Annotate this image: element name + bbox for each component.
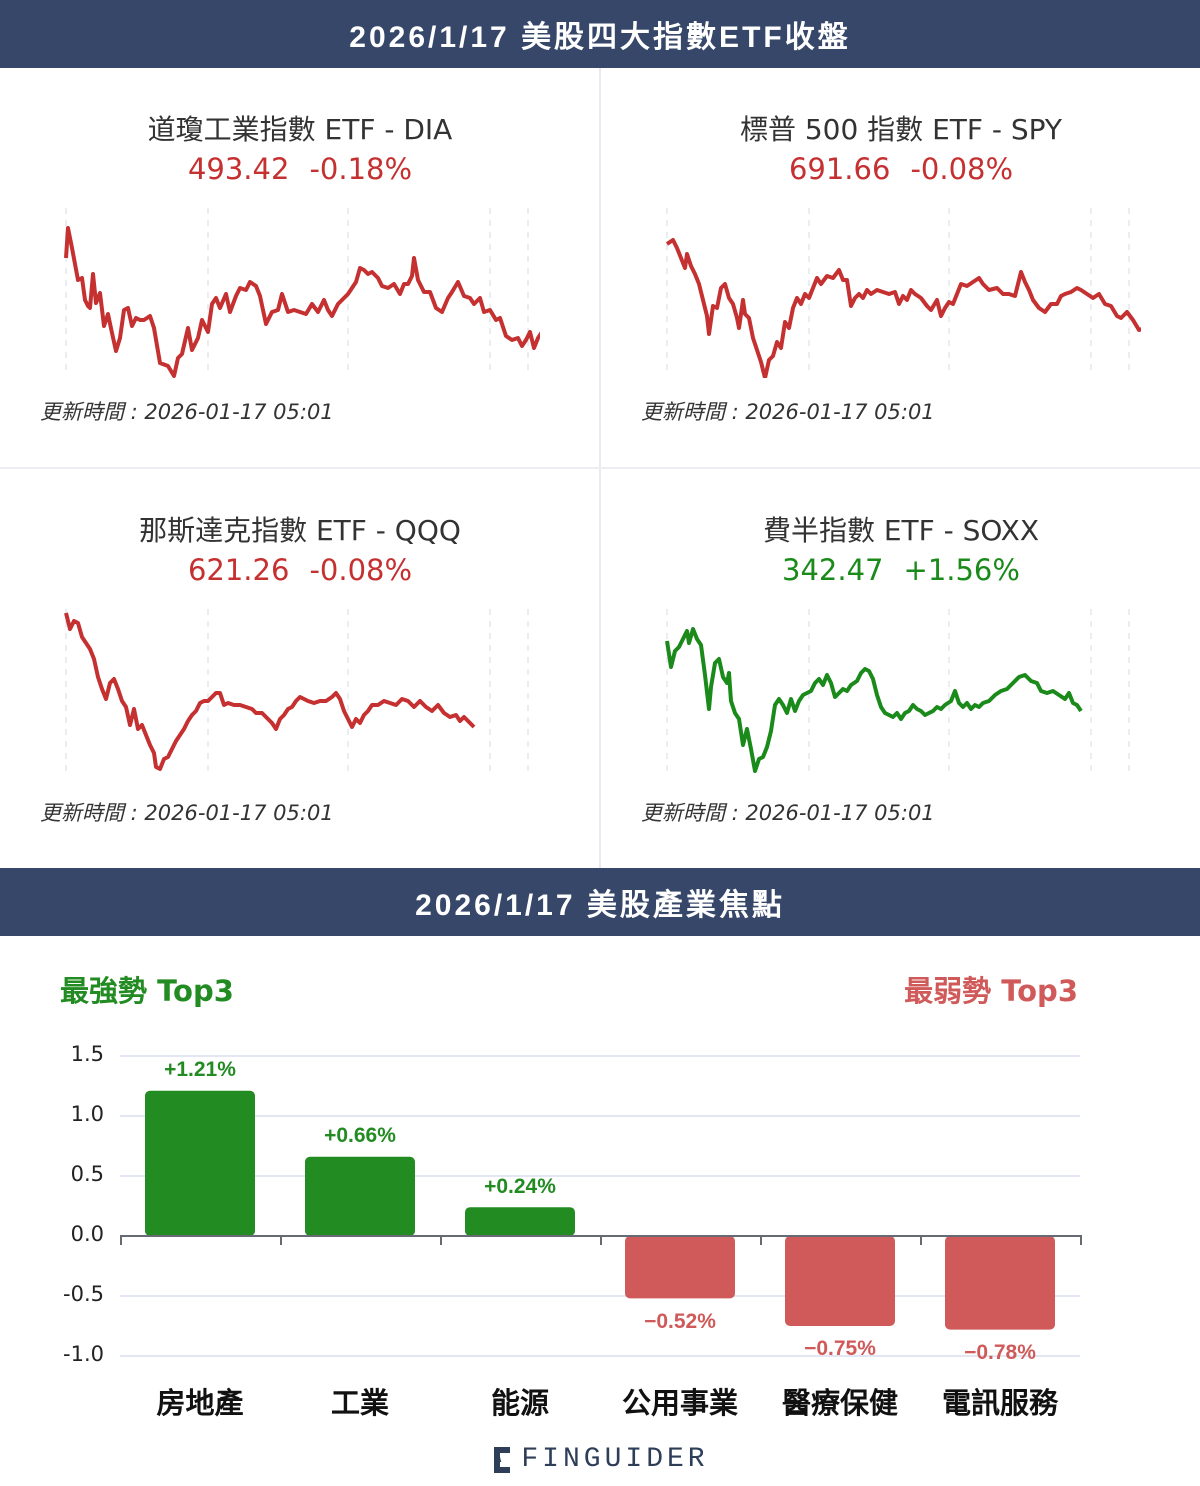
bar-value-label: +1.21% xyxy=(164,1058,236,1081)
finguider-logo-text: FINGUIDER xyxy=(521,1444,709,1475)
updated-time: 更新時間 : 2026-01-17 05:01 xyxy=(40,801,334,825)
bar-healthcare xyxy=(785,1236,895,1326)
etf-card-soxx: 費半指數 ETF - SOXX 342.47 +1.56% 更新時間 : 2026… xyxy=(601,469,1200,869)
bar-value-label: −0.52% xyxy=(644,1310,716,1333)
sparkline-chart-soxx xyxy=(665,609,1130,774)
etf-price: 621.26 xyxy=(187,553,290,587)
sparkline-chart-dia xyxy=(64,208,540,378)
etf-name: 那斯達克指數 ETF - QQQ xyxy=(139,514,461,547)
bar-utilities xyxy=(625,1236,735,1299)
etf-card-qqq: 那斯達克指數 ETF - QQQ 621.26 -0.08% 更新時間 : 202… xyxy=(0,469,600,869)
weakest-top3-label: 最弱勢 Top3 xyxy=(904,974,1078,1008)
x-label: 房地產 xyxy=(156,1386,244,1420)
etf-card-dia: 道瓊工業指數 ETF - DIA 493.42 -0.18% 更新時間 : 202… xyxy=(0,68,600,468)
sector-legend: 最強勢 Top3 最弱勢 Top3 xyxy=(0,968,1200,1018)
updated-time: 更新時間 : 2026-01-17 05:01 xyxy=(641,801,935,825)
y-tick: 0.0 xyxy=(70,1222,104,1246)
bar-value-label: +0.24% xyxy=(484,1175,556,1198)
bar-telecom xyxy=(945,1236,1055,1330)
updated-time: 更新時間 : 2026-01-17 05:01 xyxy=(40,400,334,424)
sparkline-chart-spy xyxy=(665,208,1141,378)
bar-industrials xyxy=(305,1156,415,1236)
y-tick: 0.5 xyxy=(70,1162,104,1186)
bar-value-label: −0.78% xyxy=(964,1341,1036,1364)
bar-real-estate xyxy=(145,1090,255,1236)
etf-price: 493.42 xyxy=(187,152,290,186)
strongest-top3-label: 最強勢 Top3 xyxy=(60,974,234,1008)
sector-focus-title: 2026/1/17 美股產業焦點 xyxy=(415,889,785,922)
x-label: 公用事業 xyxy=(621,1386,738,1420)
etf-quote: 493.42 -0.18% xyxy=(0,152,600,186)
y-tick: -0.5 xyxy=(63,1282,104,1306)
bar-plot-area: +1.21% +0.66% +0.24% −0.52% −0.75% −0.78… xyxy=(120,1055,1082,1364)
x-label: 工業 xyxy=(330,1386,389,1420)
etf-change: -0.08% xyxy=(309,553,413,587)
y-tick: 1.5 xyxy=(70,1042,104,1066)
x-label: 電訊服務 xyxy=(941,1386,1058,1420)
finguider-logo: FINGUIDER xyxy=(0,1444,1200,1475)
etf-price: 691.66 xyxy=(788,152,891,186)
etf-price: 342.47 xyxy=(782,553,884,587)
y-tick: 1.0 xyxy=(70,1102,104,1126)
sparkline-chart-qqq xyxy=(64,609,529,774)
etf-change: -0.18% xyxy=(309,152,413,186)
x-label: 醫療保健 xyxy=(781,1386,898,1420)
sector-focus-header: 2026/1/17 美股產業焦點 xyxy=(0,868,1200,936)
etf-name: 費半指數 ETF - SOXX xyxy=(762,514,1040,547)
bar-energy xyxy=(465,1207,575,1236)
etf-name: 標普 500 指數 ETF - SPY xyxy=(739,113,1063,146)
etf-change: -0.08% xyxy=(910,152,1014,186)
bar-value-label: −0.75% xyxy=(804,1337,876,1360)
etf-close-header: 2026/1/17 美股四大指數ETF收盤 xyxy=(0,0,1200,68)
etf-quote: 621.26 -0.08% xyxy=(0,553,600,587)
divider-horizontal xyxy=(0,467,1200,469)
etf-close-title: 2026/1/17 美股四大指數ETF收盤 xyxy=(349,21,851,54)
finguider-logo-icon xyxy=(494,1446,511,1473)
x-label: 能源 xyxy=(490,1386,549,1420)
sector-bar-chart: 1.5 1.0 0.5 0.0 -0.5 -1.0 +1.21% +0.66% xyxy=(0,1030,1200,1430)
etf-card-spy: 標普 500 指數 ETF - SPY 691.66 -0.08% 更新時間 : … xyxy=(601,68,1200,468)
etf-grid: 道瓊工業指數 ETF - DIA 493.42 -0.18% 更新時間 : 202… xyxy=(0,68,1200,868)
updated-time: 更新時間 : 2026-01-17 05:01 xyxy=(641,400,935,424)
y-tick: -1.0 xyxy=(63,1342,104,1366)
bar-value-label: +0.66% xyxy=(324,1124,396,1147)
etf-quote: 342.47 +1.56% xyxy=(601,553,1200,587)
etf-name: 道瓊工業指數 ETF - DIA xyxy=(147,113,453,146)
etf-change: +1.56% xyxy=(903,553,1020,587)
etf-quote: 691.66 -0.08% xyxy=(601,152,1200,186)
